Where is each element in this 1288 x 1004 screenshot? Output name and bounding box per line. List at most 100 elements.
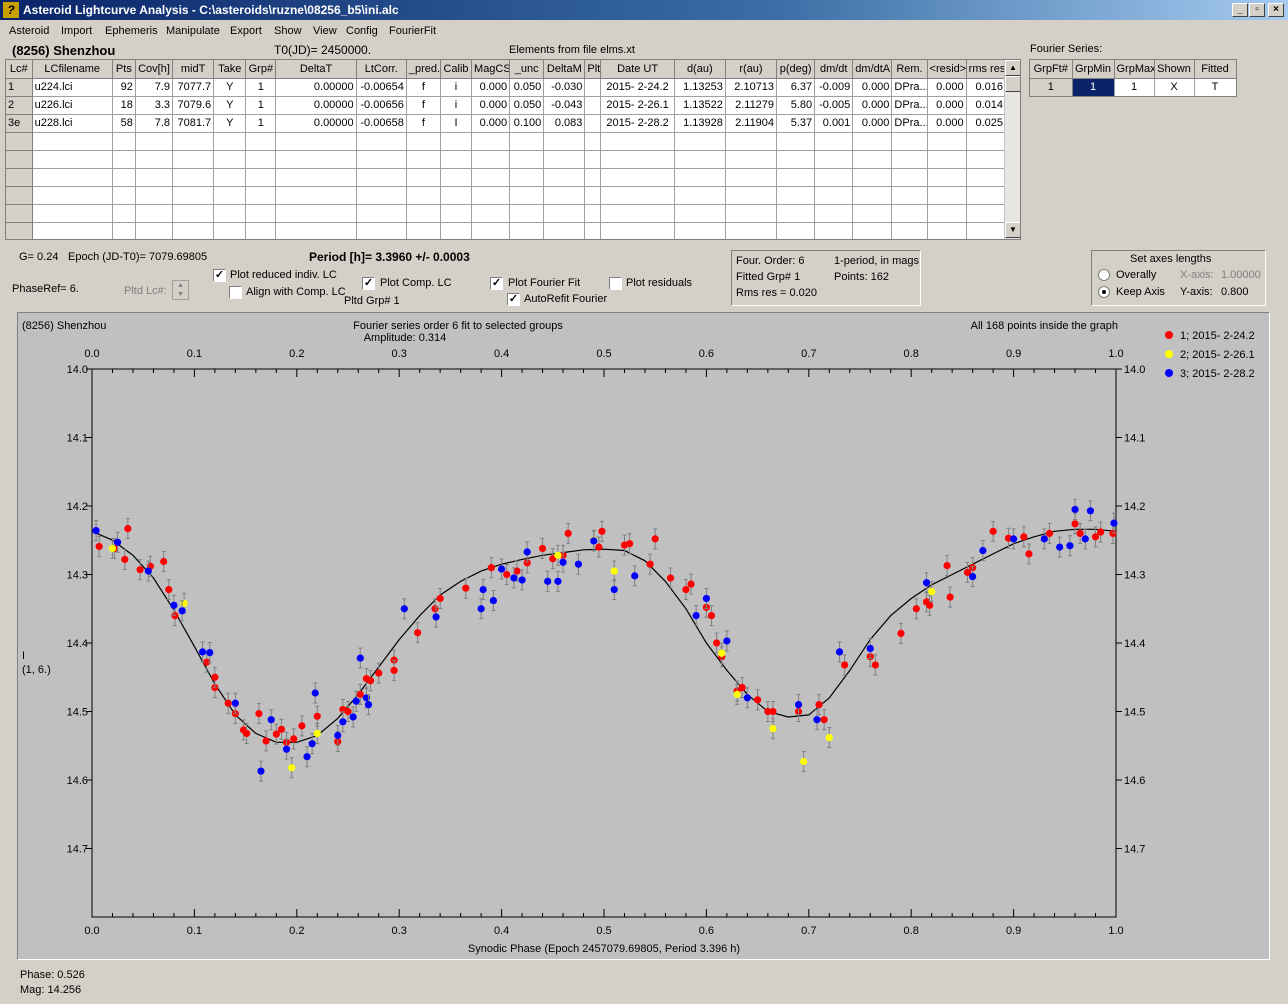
table-cell[interactable]: 2015- 2-24.2 — [600, 78, 675, 97]
row-header-cell[interactable] — [6, 168, 33, 187]
table-cell[interactable] — [172, 222, 215, 239]
column-header[interactable]: Calib — [440, 60, 473, 79]
table-cell[interactable]: 7.8 — [135, 114, 174, 133]
fourier-cell[interactable]: 1 — [1030, 78, 1073, 96]
table-cell[interactable]: 6.37 — [776, 78, 816, 97]
column-header[interactable]: <resid> — [927, 60, 967, 79]
table-cell[interactable] — [135, 150, 174, 169]
table-cell[interactable] — [584, 114, 602, 133]
table-cell[interactable]: DPra... — [891, 78, 928, 97]
table-cell[interactable] — [471, 132, 511, 151]
table-cell[interactable] — [356, 222, 407, 239]
scroll-thumb[interactable] — [1005, 76, 1020, 92]
table-cell[interactable] — [852, 132, 893, 151]
table-cell[interactable] — [966, 186, 1007, 205]
table-cell[interactable]: 0.00000 — [275, 96, 357, 115]
table-cell[interactable] — [275, 186, 357, 205]
table-cell[interactable] — [543, 186, 586, 205]
table-cell[interactable] — [275, 132, 357, 151]
table-cell[interactable] — [509, 132, 545, 151]
table-cell[interactable] — [406, 150, 441, 169]
fourier-cell[interactable]: 1 — [1072, 78, 1115, 96]
table-cell[interactable]: 58 — [112, 114, 136, 133]
table-cell[interactable] — [32, 168, 113, 187]
menu-asteroid[interactable]: Asteroid — [9, 25, 50, 37]
table-cell[interactable]: -0.00658 — [356, 114, 407, 133]
table-cell[interactable] — [509, 204, 545, 223]
fourier-cell[interactable]: T — [1194, 78, 1236, 96]
table-cell[interactable] — [471, 168, 511, 187]
column-header[interactable]: _unc — [509, 60, 545, 79]
table-cell[interactable] — [674, 186, 726, 205]
table-cell[interactable] — [543, 150, 586, 169]
table-cell[interactable] — [966, 168, 1007, 187]
row-header-cell[interactable]: 1 — [6, 78, 33, 97]
plot-comp-checkbox[interactable]: ✓ — [362, 277, 375, 290]
table-cell[interactable]: 0.083 — [543, 114, 586, 133]
table-cell[interactable]: DPra... — [891, 114, 928, 133]
table-row[interactable] — [6, 186, 1007, 205]
table-cell[interactable]: 0.000 — [927, 96, 967, 115]
table-cell[interactable]: 0.025 — [966, 114, 1007, 133]
table-cell[interactable]: 0.000 — [471, 96, 511, 115]
table-cell[interactable] — [112, 204, 136, 223]
table-cell[interactable] — [814, 168, 854, 187]
table-cell[interactable] — [32, 150, 113, 169]
table-cell[interactable]: 7077.7 — [172, 78, 215, 97]
table-cell[interactable] — [275, 204, 357, 223]
table-cell[interactable] — [674, 222, 726, 239]
table-cell[interactable] — [406, 168, 441, 187]
table-cell[interactable] — [600, 132, 675, 151]
table-row[interactable]: 2 u226.lci 18 3.3 7079.6 Y 1 0.00000 -0.00656 f i 0… — [6, 96, 1007, 115]
table-cell[interactable] — [356, 132, 407, 151]
fourier-column-header[interactable]: GrpMax — [1114, 60, 1155, 79]
table-cell[interactable] — [584, 222, 602, 239]
table-cell[interactable] — [275, 150, 357, 169]
table-cell[interactable] — [172, 132, 215, 151]
table-cell[interactable]: -0.005 — [814, 96, 854, 115]
table-cell[interactable] — [356, 204, 407, 223]
table-cell[interactable] — [112, 132, 136, 151]
table-cell[interactable]: -0.009 — [814, 78, 854, 97]
row-header-cell[interactable] — [6, 204, 33, 223]
table-cell[interactable]: 1.13253 — [674, 78, 726, 97]
table-cell[interactable]: 2.11279 — [725, 96, 778, 115]
table-cell[interactable] — [852, 150, 893, 169]
column-header[interactable]: midT — [172, 60, 215, 79]
table-cell[interactable] — [776, 150, 816, 169]
table-cell[interactable] — [245, 222, 277, 239]
table-cell[interactable]: 92 — [112, 78, 136, 97]
row-header-cell[interactable] — [6, 186, 33, 205]
table-cell[interactable] — [32, 222, 113, 239]
column-header[interactable]: p(deg) — [776, 60, 816, 79]
lightcurve-plot[interactable]: (8256) Shenzhou Fourier series order 6 fi… — [17, 312, 1270, 960]
fourier-column-header[interactable]: GrpFt# — [1030, 60, 1073, 79]
table-cell[interactable] — [891, 168, 928, 187]
table-cell[interactable] — [440, 222, 473, 239]
table-cell[interactable]: i — [440, 96, 473, 115]
table-cell[interactable]: 2015- 2-26.1 — [600, 96, 675, 115]
table-cell[interactable]: 1.13928 — [674, 114, 726, 133]
table-cell[interactable]: Y — [213, 96, 247, 115]
plot-fourier-checkbox[interactable]: ✓ — [490, 277, 503, 290]
table-cell[interactable] — [927, 132, 967, 151]
table-cell[interactable]: -0.030 — [543, 78, 586, 97]
table-cell[interactable]: 7079.6 — [172, 96, 215, 115]
keep-axis-radio[interactable] — [1098, 286, 1110, 298]
table-cell[interactable] — [112, 150, 136, 169]
table-cell[interactable] — [600, 204, 675, 223]
table-cell[interactable] — [814, 204, 854, 223]
table-cell[interactable]: f — [406, 78, 441, 97]
menu-config[interactable]: Config — [346, 25, 378, 37]
table-cell[interactable]: 2015- 2-28.2 — [600, 114, 675, 133]
column-header[interactable]: Take — [213, 60, 247, 79]
fourier-column-header[interactable]: Shown — [1154, 60, 1195, 79]
table-cell[interactable] — [776, 132, 816, 151]
menu-ephemeris[interactable]: Ephemeris — [105, 25, 158, 37]
table-vertical-scrollbar[interactable]: ▲ ▼ — [1004, 60, 1020, 239]
table-cell[interactable] — [440, 132, 473, 151]
table-row[interactable]: 1 u224.lci 92 7.9 7077.7 Y 1 0.00000 -0.00654 f i 0… — [6, 78, 1007, 97]
table-cell[interactable] — [509, 168, 545, 187]
table-cell[interactable]: f — [406, 114, 441, 133]
table-cell[interactable] — [172, 186, 215, 205]
